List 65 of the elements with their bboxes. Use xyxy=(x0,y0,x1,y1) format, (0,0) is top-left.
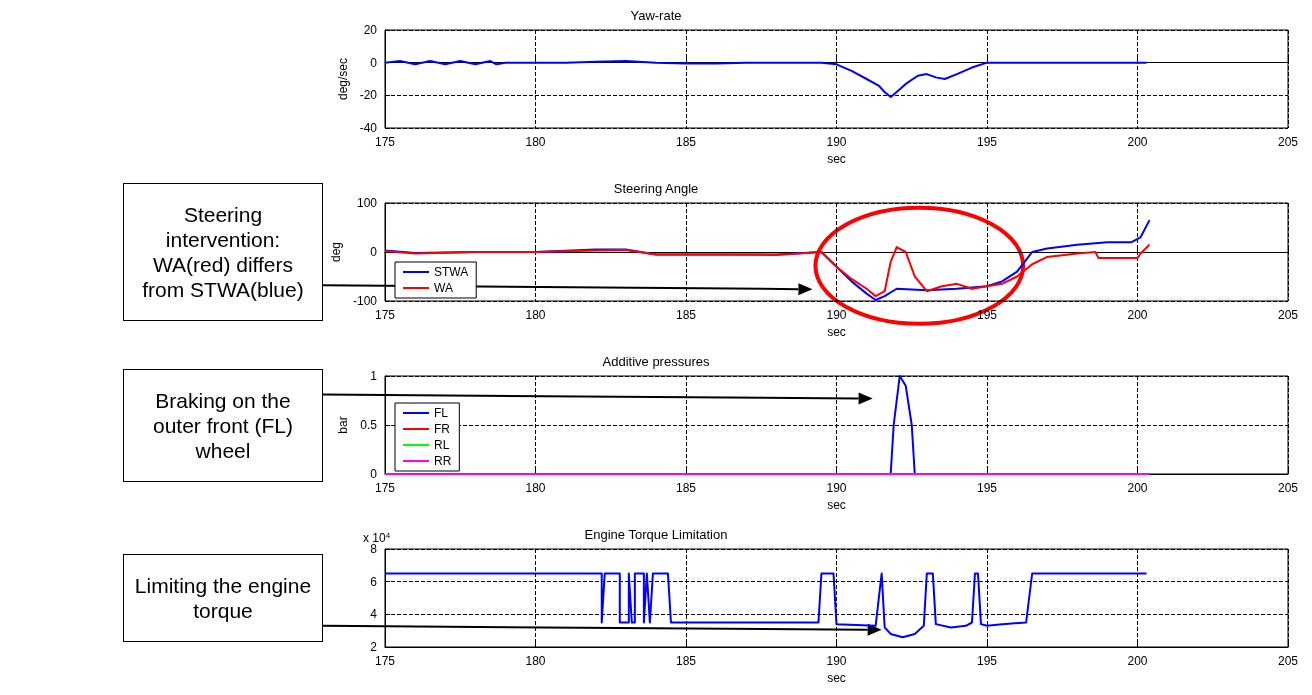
x-tick-label: 190 xyxy=(826,308,847,322)
x-tick-label: 175 xyxy=(374,135,396,149)
x-tick-label: 205 xyxy=(1277,654,1299,668)
x-axis-title: sec xyxy=(827,497,846,512)
y-tick-label: 0 xyxy=(370,55,378,70)
x-tick-label: 200 xyxy=(1127,481,1148,495)
x-tick-label: 175 xyxy=(374,308,396,322)
x-tick-label: 205 xyxy=(1277,308,1299,322)
y-tick-label: 0 xyxy=(370,467,378,481)
y-tick-label: -100 xyxy=(352,294,378,308)
y-axis-title: deg/sec xyxy=(335,57,350,101)
x-tick-label: 200 xyxy=(1127,654,1148,668)
y-tick-label: 8 xyxy=(370,542,378,556)
callout-box: Steering intervention: WA(red) differs from STWA(blue) xyxy=(123,183,323,321)
y-tick-label: -40 xyxy=(359,121,378,135)
x-tick-label: 200 xyxy=(1127,308,1148,322)
x-tick-label: 195 xyxy=(976,481,998,495)
x-tick-label: 190 xyxy=(826,654,847,668)
y-tick-label: 0 xyxy=(370,245,378,259)
x-tick-label: 185 xyxy=(675,654,697,668)
x-axis-title: sec xyxy=(827,324,846,339)
y-axis-title: deg xyxy=(329,241,344,263)
x-tick-label: 200 xyxy=(1127,135,1148,149)
y-tick-label: 100 xyxy=(356,196,378,210)
x-tick-label: 180 xyxy=(525,481,546,495)
y-tick-label: 0.5 xyxy=(360,418,378,432)
x-tick-label: 195 xyxy=(976,654,998,668)
x-axis-title: sec xyxy=(827,151,846,166)
y-tick-label: 4 xyxy=(370,607,378,622)
x-tick-label: 180 xyxy=(525,654,546,668)
x-tick-label: 175 xyxy=(374,654,396,668)
y-tick-label: 20 xyxy=(363,23,378,37)
line-series xyxy=(384,60,1148,98)
x-tick-label: 175 xyxy=(374,481,396,495)
callout-box: Limiting the engine torque xyxy=(123,554,323,642)
legend-label: RR xyxy=(434,454,452,468)
x-tick-label: 190 xyxy=(826,135,847,149)
chart-title: Yaw-rate xyxy=(630,8,682,23)
chart-title: Engine Torque Limitation xyxy=(584,527,728,542)
x-tick-label: 195 xyxy=(976,135,998,149)
x-tick-label: 205 xyxy=(1277,135,1299,149)
x-axis-title: sec xyxy=(827,670,846,685)
legend-label: FR xyxy=(434,422,451,436)
line-series xyxy=(384,243,1151,298)
chart-title: Steering Angle xyxy=(613,181,699,196)
x-tick-label: 180 xyxy=(525,135,546,149)
legend-label: WA xyxy=(434,281,453,295)
x-tick-label: 190 xyxy=(826,481,847,495)
callout-box: Braking on the outer front (FL) wheel xyxy=(123,368,323,482)
y-tick-label: 1 xyxy=(370,369,378,383)
y-axis-title: bar xyxy=(336,416,351,434)
y-tick-label: -20 xyxy=(359,88,378,103)
x-tick-label: 195 xyxy=(976,308,998,322)
x-tick-label: 180 xyxy=(525,308,546,322)
y-tick-label: 2 xyxy=(370,640,378,654)
x-tick-label: 205 xyxy=(1277,481,1299,495)
legend-label: FL xyxy=(434,406,449,420)
x-tick-label: 185 xyxy=(675,481,697,495)
x-tick-label: 185 xyxy=(675,135,697,149)
legend-label: STWA xyxy=(434,265,469,279)
x-tick-label: 185 xyxy=(675,308,697,322)
legend-label: RL xyxy=(434,438,450,452)
y-tick-label: 6 xyxy=(370,574,378,589)
chart-title: Additive pressures xyxy=(602,354,710,369)
line-series xyxy=(384,572,1148,639)
